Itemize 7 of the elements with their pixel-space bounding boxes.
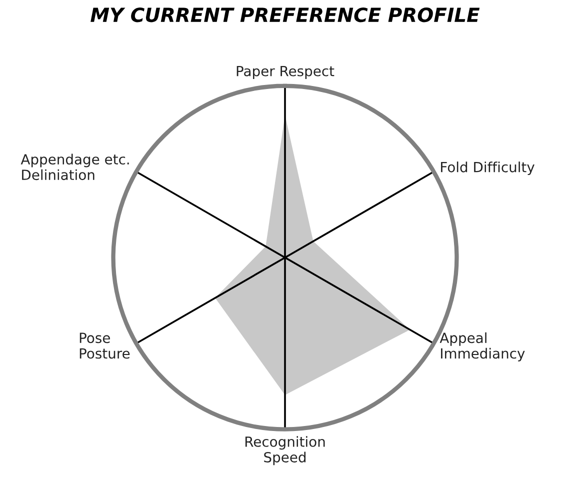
spoke-label: Paper Respect xyxy=(236,66,334,79)
spoke-label: Pose Posture xyxy=(80,332,130,359)
spoke-label: Appeal Immediancy xyxy=(440,332,525,362)
spoke-label: Fold Difficulty xyxy=(441,162,534,176)
spoke-label: Recognition Speed xyxy=(245,436,325,466)
spoke-label: Appendage etc. Deliniation xyxy=(20,154,129,180)
chart-title: MY CURRENT PREFERENCE PROFILE xyxy=(90,8,480,22)
